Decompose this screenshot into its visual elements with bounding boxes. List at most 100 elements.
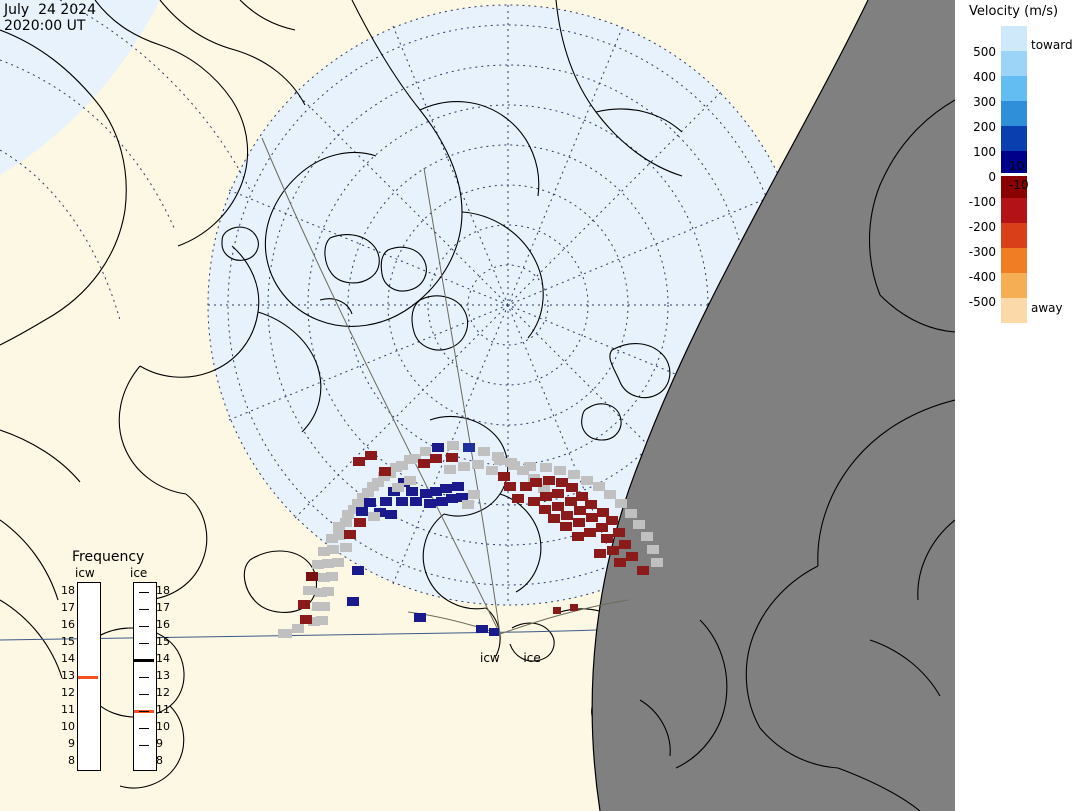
colorbar-swatch — [1001, 51, 1027, 76]
velocity-cell — [432, 443, 444, 452]
velocity-cell — [641, 532, 653, 541]
colorbar-swatch — [1001, 151, 1027, 176]
frequency-gridline — [139, 744, 149, 746]
frequency-gridline — [139, 659, 149, 661]
velocity-cell — [308, 617, 320, 626]
colorbar-tick: -400 — [955, 251, 999, 284]
velocity-cell — [601, 534, 613, 543]
velocity-cell — [292, 624, 304, 633]
velocity-cell — [554, 466, 566, 475]
velocity-cell — [539, 505, 551, 514]
velocity-cell — [651, 558, 663, 567]
velocity-cell — [452, 482, 464, 491]
colorbar-swatch — [1001, 223, 1027, 248]
velocity-cell — [446, 494, 458, 503]
velocity-cell — [561, 511, 573, 520]
colorbar-tick: 0 — [955, 151, 999, 184]
frequency-tick-label: 15 — [61, 634, 75, 648]
night-shading — [591, 0, 955, 811]
velocity-cell — [574, 506, 586, 515]
velocity-cell — [368, 512, 380, 521]
velocity-cell — [576, 492, 588, 501]
polar-map-canvas[interactable]: July 24 2024 2020:00 UT icw ice Frequenc… — [0, 0, 955, 811]
velocity-cell — [540, 492, 552, 501]
colorbar-tick: 400 — [955, 51, 999, 84]
velocity-cell — [528, 497, 540, 506]
velocity-cell — [566, 483, 578, 492]
velocity-cell — [430, 487, 442, 496]
velocity-cell — [489, 628, 499, 636]
velocity-cell — [356, 507, 368, 516]
velocity-cell — [468, 490, 480, 499]
velocity-cell — [424, 499, 436, 508]
frequency-tick-label: 11 — [156, 702, 170, 716]
velocity-cell — [348, 505, 360, 514]
colorbar-tick: -500 — [955, 276, 999, 309]
velocity-cell — [340, 518, 352, 527]
frequency-tick-label: 16 — [156, 617, 170, 631]
velocity-cell — [414, 613, 426, 622]
velocity-cell — [472, 460, 484, 469]
colorbar-tick-label: 500 — [973, 45, 996, 59]
velocity-cell — [357, 493, 369, 502]
frequency-tick-label: 9 — [156, 736, 163, 750]
frequency-gridline — [139, 642, 149, 644]
velocity-cell — [418, 459, 430, 468]
frequency-tick-label: 16 — [61, 617, 75, 631]
velocity-cell — [565, 497, 577, 506]
velocity-cell — [444, 465, 456, 474]
frequency-tick-label: 9 — [68, 736, 75, 750]
frequency-tick-label: 14 — [156, 651, 170, 665]
frequency-tick-label: 15 — [156, 634, 170, 648]
velocity-cell — [552, 502, 564, 511]
velocity-cell — [342, 510, 354, 519]
velocity-cell — [327, 545, 339, 554]
colorbar-tick: -300 — [955, 226, 999, 259]
velocity-cell — [352, 566, 364, 575]
colorbar-title: Velocity (m/s) — [969, 4, 1059, 19]
colorbar-tick-label: 200 — [973, 120, 996, 134]
velocity-cell — [278, 629, 292, 638]
frequency-gridline — [139, 693, 149, 695]
velocity-cell — [326, 572, 338, 581]
colorbar-swatch — [1001, 26, 1027, 51]
velocity-cell — [353, 457, 365, 466]
colorbar-swatch — [1001, 76, 1027, 101]
velocity-cell — [548, 514, 560, 523]
colorbar-gradient — [1001, 26, 1027, 323]
velocity-cell — [625, 509, 637, 518]
frequency-ticks-left: 18 17 16 15 14 13 12 11 10 9 8 — [57, 582, 75, 769]
velocity-cell — [436, 497, 448, 506]
frequency-gridline — [139, 676, 149, 678]
colorbar-tick-label: -100 — [968, 195, 996, 209]
velocity-cell — [508, 461, 520, 470]
colorbar-tick-labels: 500 400 300 200 100 0 -100 -200 -300 -400 -500 — [955, 26, 999, 309]
velocity-cell — [446, 453, 458, 462]
velocity-cell — [478, 447, 490, 456]
colorbar-tick: 300 — [955, 76, 999, 109]
frequency-tick-label: 10 — [61, 719, 75, 733]
radar-label-ice: ice — [523, 651, 541, 665]
velocity-cell — [326, 534, 338, 543]
frequency-tick-label: 17 — [156, 600, 170, 614]
velocity-cell — [372, 478, 384, 487]
velocity-cell — [318, 602, 330, 611]
velocity-cell — [333, 531, 345, 540]
colorbar-tick-label: -400 — [968, 270, 996, 284]
frequency-tick-label: 10 — [156, 719, 170, 733]
velocity-cell — [379, 467, 391, 476]
velocity-cell — [585, 500, 597, 509]
colorbar-swatch — [1001, 273, 1027, 298]
frequency-gridline — [139, 625, 149, 627]
frequency-tick-label: 14 — [61, 651, 75, 665]
velocity-cell — [456, 493, 468, 502]
velocity-cell — [604, 490, 616, 499]
colorbar-tick: 200 — [955, 101, 999, 134]
velocity-cell — [596, 523, 608, 532]
velocity-cell — [322, 587, 334, 596]
frequency-legend-icw-label: icw — [75, 566, 95, 580]
velocity-cell — [530, 478, 542, 487]
velocity-cell — [352, 499, 364, 508]
colorbar-tick: -200 — [955, 201, 999, 234]
